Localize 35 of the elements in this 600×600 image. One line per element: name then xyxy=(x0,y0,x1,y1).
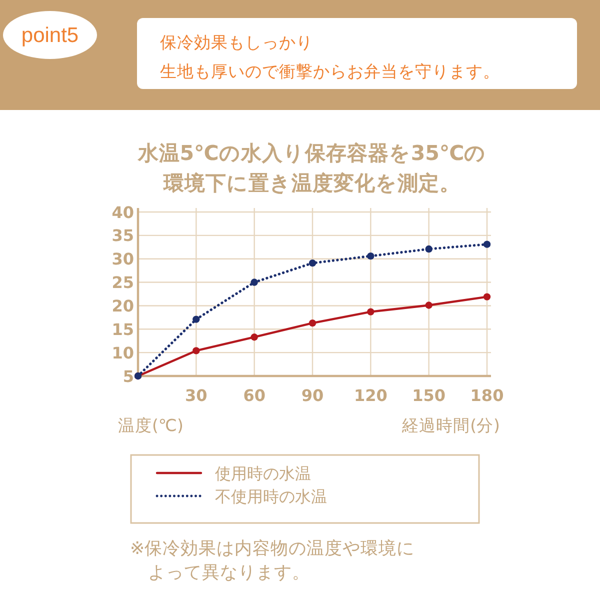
point xyxy=(308,259,316,267)
x-axis-title: 経過時間(分) xyxy=(401,416,500,435)
x-tick-label: 60 xyxy=(243,386,266,405)
point xyxy=(483,293,491,300)
x-tick-label: 30 xyxy=(185,386,208,405)
point xyxy=(192,347,200,354)
x-tick-label: 90 xyxy=(301,386,324,405)
x-tick-label: 120 xyxy=(354,386,388,405)
x-tick-label: 180 xyxy=(470,386,504,405)
x-tick-label: 150 xyxy=(412,386,446,405)
point xyxy=(483,240,491,248)
y-tick-label: 40 xyxy=(112,202,134,222)
point xyxy=(367,308,374,316)
point xyxy=(250,334,258,341)
text: 生地も厚いので衝撃からお弁当を守ります。 xyxy=(160,62,500,81)
legend-label: 使用時の水温 xyxy=(215,464,311,483)
y-tick-label: 30 xyxy=(112,250,134,269)
y-tick-label: 10 xyxy=(112,343,134,362)
point xyxy=(425,302,432,309)
text: point5 xyxy=(21,24,79,47)
y-tick-label: 35 xyxy=(112,226,134,246)
y-tick-label: 25 xyxy=(112,273,134,292)
text: 保冷効果もしっかり xyxy=(160,33,313,52)
y-tick-label: 5 xyxy=(122,366,134,386)
legend-label: 不使用時の水温 xyxy=(215,486,327,506)
point xyxy=(367,252,374,260)
point xyxy=(308,319,316,327)
y-tick-label: 20 xyxy=(112,296,134,316)
text: ※保冷効果は内容物の温度や環境によって異なります。 xyxy=(130,538,415,583)
point xyxy=(250,278,258,286)
y-axis-title: 温度(℃) xyxy=(118,416,184,435)
point xyxy=(425,245,432,253)
chart-title: 水温5℃の水入り保存容器を35℃の環境下に置き温度変化を測定。 xyxy=(136,141,486,195)
y-tick-label: 15 xyxy=(112,320,134,339)
point xyxy=(192,316,200,323)
